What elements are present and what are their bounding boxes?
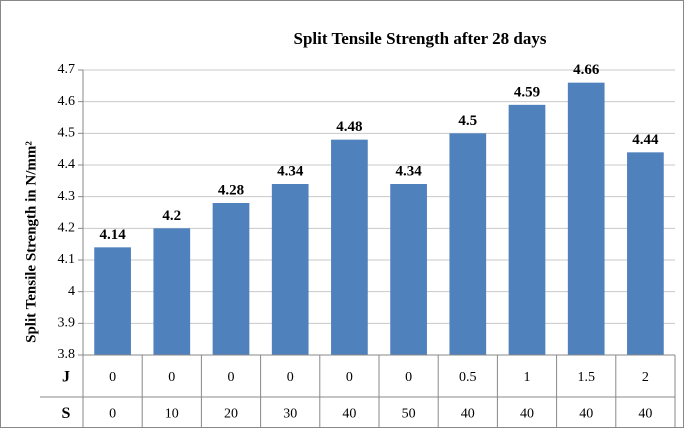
- y-tick-label: 3.9: [58, 316, 76, 331]
- table-row-label: S: [62, 405, 71, 422]
- x-tick-label: 0: [109, 407, 116, 422]
- x-tick-label: 40: [520, 407, 534, 422]
- y-tick-label: 4.4: [58, 157, 76, 172]
- chart-title: Split Tensile Strength after 28 days: [294, 29, 547, 48]
- data-label: 4.48: [336, 119, 362, 135]
- data-label: 4.14: [99, 227, 126, 243]
- y-tick-label: 4: [68, 284, 75, 299]
- x-tick-label: 0.5: [459, 370, 477, 385]
- x-tick-label: 0: [346, 370, 353, 385]
- x-tick-label: 50: [402, 407, 416, 422]
- table-row-label: J: [62, 369, 70, 386]
- y-tick-label: 4.3: [58, 189, 76, 204]
- x-tick-label: 1.5: [577, 370, 595, 385]
- data-label: 4.5: [458, 113, 477, 129]
- y-tick-label: 4.1: [58, 252, 76, 267]
- x-tick-label: 40: [579, 407, 593, 422]
- y-tick-label: 4.7: [58, 62, 76, 77]
- bar: [449, 133, 487, 355]
- bar: [567, 82, 605, 356]
- data-label: 4.59: [514, 84, 540, 100]
- x-tick-label: 40: [342, 407, 356, 422]
- x-tick-label: 2: [642, 370, 649, 385]
- bar: [153, 228, 191, 355]
- bar: [271, 184, 309, 355]
- y-tick-label: 4.5: [58, 126, 76, 141]
- x-tick-label: 10: [165, 407, 179, 422]
- data-label: 4.34: [395, 163, 422, 179]
- data-label: 4.34: [277, 163, 304, 179]
- bar: [390, 184, 427, 355]
- data-label: 4.66: [573, 62, 600, 78]
- x-tick-label: 20: [224, 407, 238, 422]
- x-tick-label: 0: [168, 370, 175, 385]
- x-tick-label: 0: [109, 370, 116, 385]
- bar: [212, 203, 250, 355]
- y-tick-label: 4.6: [58, 94, 76, 109]
- x-tick-label: 30: [283, 407, 297, 422]
- x-tick-label: 0: [228, 370, 235, 385]
- x-tick-label: 0: [405, 370, 412, 385]
- y-tick-label: 3.8: [58, 347, 76, 362]
- data-label: 4.44: [632, 132, 659, 148]
- bar: [331, 139, 368, 355]
- y-axis-label: Split Tensile Strength in N/mm²: [23, 141, 39, 343]
- bar: [627, 152, 664, 355]
- x-tick-label: 40: [461, 407, 475, 422]
- bar: [94, 247, 131, 355]
- data-label: 4.28: [218, 182, 244, 198]
- data-label: 4.2: [162, 208, 181, 224]
- bar: [508, 104, 546, 355]
- x-tick-label: 0: [287, 370, 294, 385]
- x-tick-label: 40: [638, 407, 652, 422]
- x-tick-label: 1: [524, 370, 531, 385]
- y-tick-label: 4.2: [58, 221, 76, 236]
